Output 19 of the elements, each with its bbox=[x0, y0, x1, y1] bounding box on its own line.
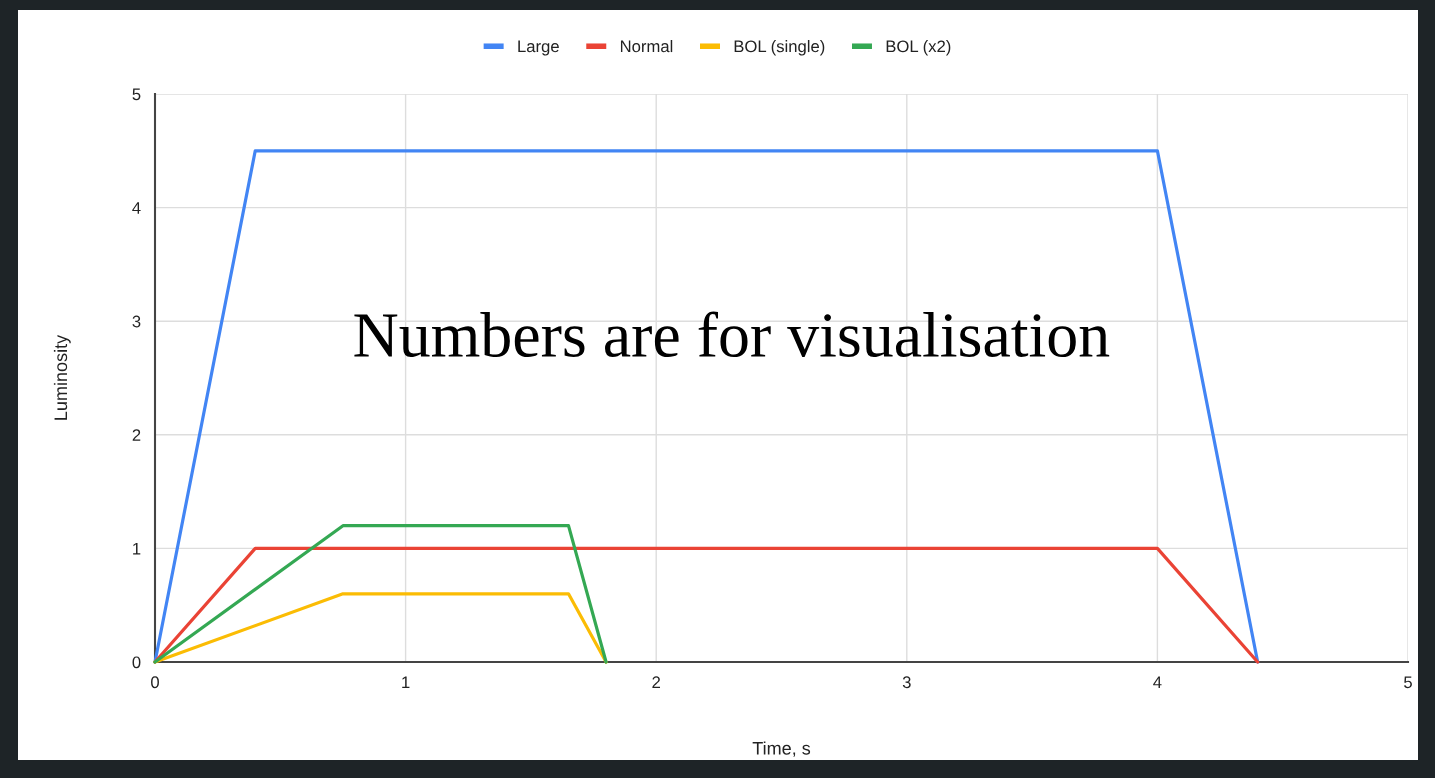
x-tick-label: 1 bbox=[402, 676, 410, 688]
legend-label: Normal bbox=[620, 40, 673, 53]
x-tick-label: 5 bbox=[1404, 676, 1412, 689]
legend-label: BOL (x2) bbox=[886, 40, 951, 56]
legend-label: Large bbox=[518, 40, 559, 56]
y-axis-title: Luminosity bbox=[53, 334, 71, 420]
y-tick-label: 4 bbox=[132, 202, 141, 214]
y-tick-label: 1 bbox=[133, 542, 141, 555]
x-tick-label: 0 bbox=[151, 676, 159, 689]
y-tick-label: 2 bbox=[132, 429, 141, 441]
x-tick-label: 3 bbox=[902, 676, 911, 689]
x-tick-label: 4 bbox=[1153, 676, 1162, 688]
y-tick-label: 0 bbox=[132, 656, 141, 669]
y-tick-label: 5 bbox=[132, 88, 141, 101]
legend-label: BOL (single) bbox=[734, 40, 825, 56]
annotation: Numbers are for visualisation bbox=[354, 311, 1110, 358]
y-tick-label: 3 bbox=[132, 315, 141, 328]
x-axis-title: Time, s bbox=[752, 741, 811, 757]
x-tick-label: 2 bbox=[652, 676, 660, 688]
